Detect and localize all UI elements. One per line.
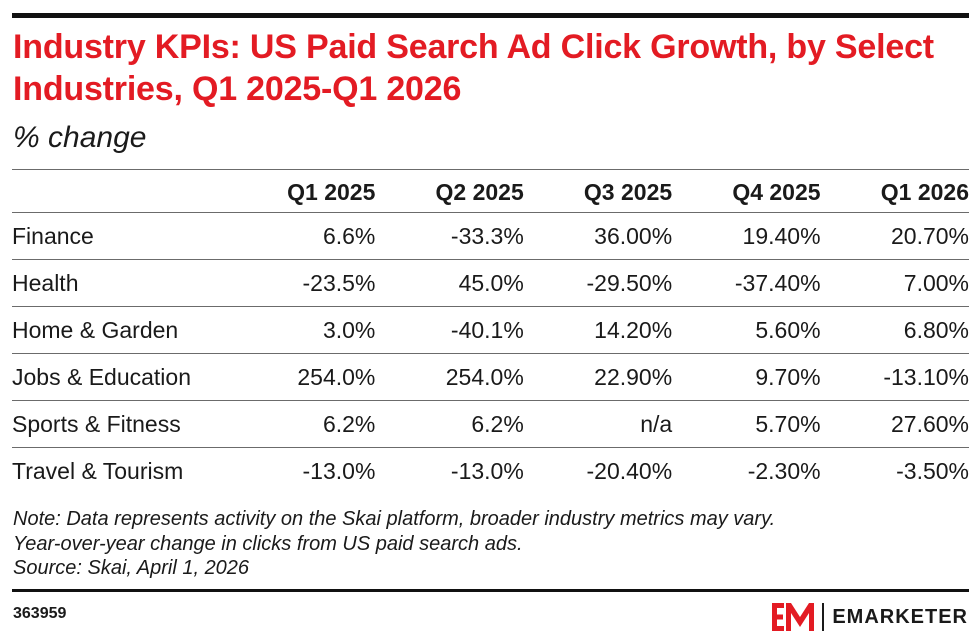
bottom-rule bbox=[12, 589, 969, 592]
chart-notes: Note: Data represents activity on the Sk… bbox=[13, 507, 963, 581]
column-header: Q4 2025 bbox=[672, 169, 821, 213]
note-line: Note: Data represents activity on the Sk… bbox=[13, 508, 776, 530]
table-cell: 36.00% bbox=[523, 212, 673, 260]
table-cell: 19.40% bbox=[672, 212, 821, 260]
table-cell: 45.0% bbox=[375, 259, 524, 307]
table-cell: -13.10% bbox=[820, 353, 969, 401]
table-row: Finance 6.6% -33.3% 36.00% 19.40% 20.70% bbox=[12, 212, 969, 260]
column-header: Q1 2025 bbox=[227, 169, 376, 213]
table-cell: -40.1% bbox=[375, 306, 524, 354]
table-cell: 9.70% bbox=[672, 353, 821, 401]
table-cell: n/a bbox=[523, 400, 673, 448]
table-cell: -2.30% bbox=[747, 457, 821, 484]
table-cell: 3.0% bbox=[227, 306, 376, 354]
table-cell: 6.6% bbox=[227, 212, 376, 260]
table-cell: -13.0% bbox=[450, 457, 524, 484]
table-cell: 6.80% bbox=[820, 306, 969, 354]
row-label: Home & Garden bbox=[12, 306, 227, 354]
brand-logo: EMARKETER bbox=[772, 600, 968, 634]
table-cell: -13.0% bbox=[302, 457, 376, 484]
table-header-row: Q1 2025 Q2 2025 Q3 2025 Q4 2025 Q1 2026 bbox=[12, 169, 969, 213]
table-cell: 22.90% bbox=[523, 353, 673, 401]
brand-name: EMARKETER bbox=[832, 605, 968, 628]
em-logo-icon bbox=[772, 603, 815, 631]
table-cell: 20.70% bbox=[820, 212, 969, 260]
table-cell: 254.0% bbox=[227, 353, 376, 401]
column-header: Q2 2025 bbox=[375, 169, 524, 213]
row-label: Health bbox=[12, 259, 227, 307]
table-cell: 5.70% bbox=[672, 400, 821, 448]
table-cell: -33.3% bbox=[375, 212, 524, 260]
chart-subtitle: % change bbox=[13, 121, 147, 154]
column-header: Q1 2026 bbox=[820, 169, 969, 213]
table-cell: 254.0% bbox=[375, 353, 524, 401]
row-label: Travel & Tourism bbox=[12, 457, 184, 484]
table-cell: -3.50% bbox=[896, 457, 969, 484]
row-label: Jobs & Education bbox=[12, 353, 227, 401]
table-cell: 5.60% bbox=[672, 306, 821, 354]
row-label: Sports & Fitness bbox=[12, 400, 227, 448]
table-cell: 6.2% bbox=[375, 400, 524, 448]
table-cell: 7.00% bbox=[820, 259, 969, 307]
table-cell: 6.2% bbox=[227, 400, 376, 448]
kpi-table: Q1 2025 Q2 2025 Q3 2025 Q4 2025 Q1 2026 … bbox=[12, 169, 969, 495]
chart-title: Industry KPIs: US Paid Search Ad Click G… bbox=[13, 28, 934, 108]
table-row: Sports & Fitness 6.2% 6.2% n/a 5.70% 27.… bbox=[12, 400, 969, 448]
chart-id: 363959 bbox=[13, 605, 67, 622]
source-line: Source: Skai, April 1, 2026 bbox=[13, 557, 250, 579]
row-label: Finance bbox=[12, 212, 227, 260]
header-corner bbox=[12, 169, 227, 213]
table-row: Jobs & Education 254.0% 254.0% 22.90% 9.… bbox=[12, 353, 969, 401]
table-cell: -29.50% bbox=[523, 259, 673, 307]
table-cell: -23.5% bbox=[227, 259, 376, 307]
table-cell: -37.40% bbox=[672, 259, 821, 307]
top-rule bbox=[12, 13, 969, 18]
table-cell: 27.60% bbox=[820, 400, 969, 448]
table-row: Home & Garden 3.0% -40.1% 14.20% 5.60% 6… bbox=[12, 306, 969, 354]
table-row: Travel & Tourism -13.0% -13.0% -20.40% -… bbox=[12, 448, 969, 495]
brand-divider bbox=[822, 603, 825, 631]
table-row: Health -23.5% 45.0% -29.50% -37.40% 7.00… bbox=[12, 259, 969, 307]
table-cell: -20.40% bbox=[586, 457, 673, 484]
column-header: Q3 2025 bbox=[523, 169, 673, 213]
table-cell: 14.20% bbox=[523, 306, 673, 354]
note-line: Year-over-year change in clicks from US … bbox=[13, 532, 523, 555]
